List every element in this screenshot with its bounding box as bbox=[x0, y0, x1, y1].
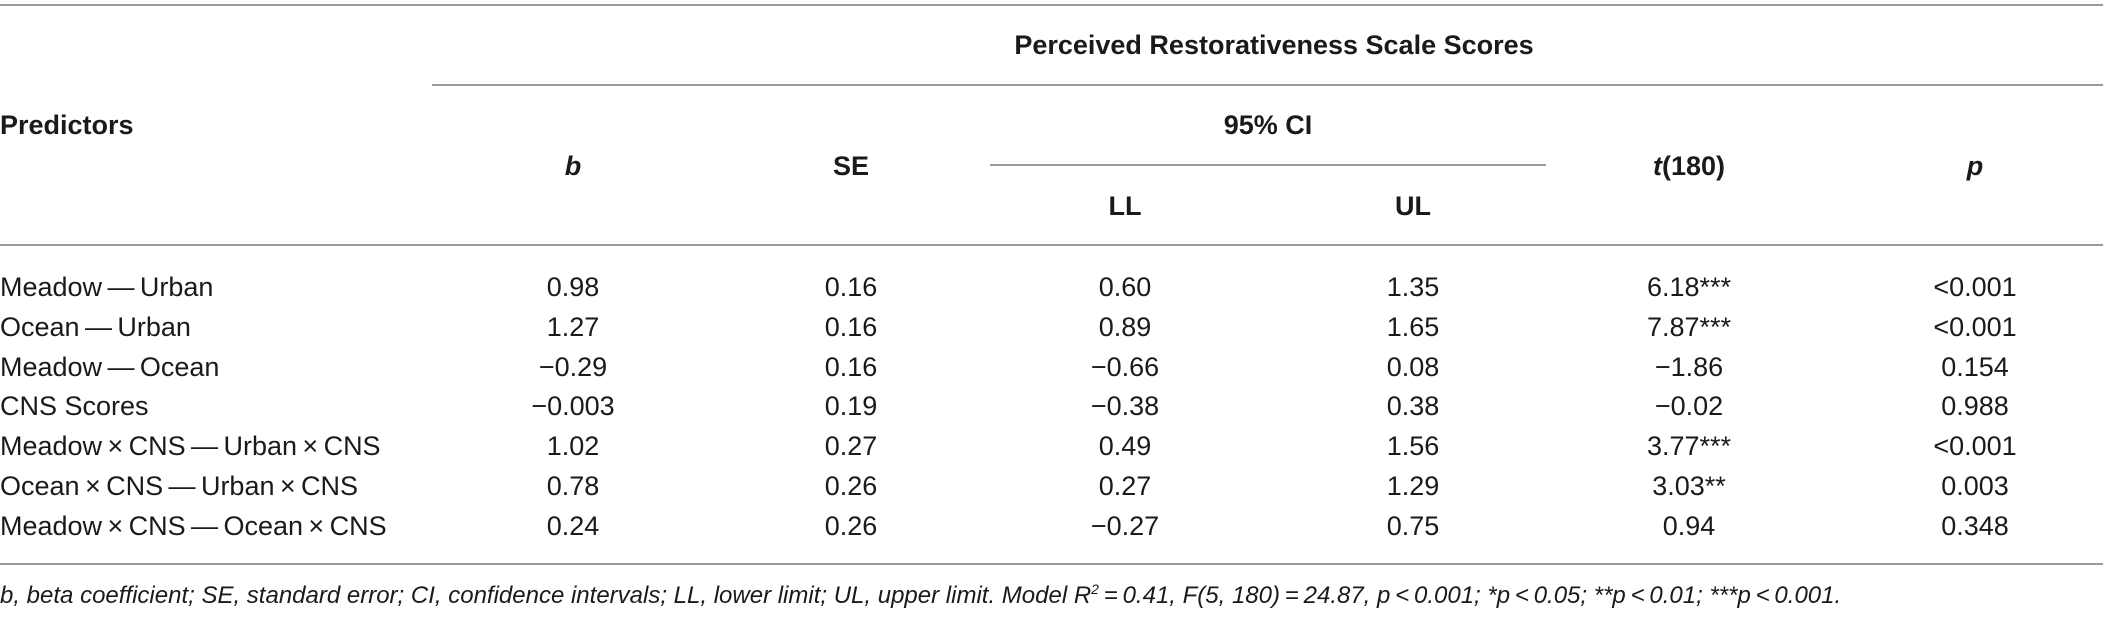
t-cell: 6.18*** bbox=[1646, 272, 1732, 302]
predictor-cell: Meadow × CNS — Ocean × CNS bbox=[0, 511, 387, 541]
ul-cell: 0.08 bbox=[1386, 352, 1440, 382]
footnote-superscript: 2 bbox=[1091, 581, 1099, 597]
ll-cell: −0.66 bbox=[1090, 352, 1160, 382]
p-cell: <0.001 bbox=[1933, 431, 2017, 461]
p-cell: <0.001 bbox=[1933, 312, 2017, 342]
b-cell: 1.02 bbox=[546, 431, 600, 461]
predictor-cell: Meadow — Ocean bbox=[0, 352, 220, 382]
col-header-p: p bbox=[1966, 151, 1984, 181]
t-cell: 7.87*** bbox=[1646, 312, 1732, 342]
se-cell: 0.27 bbox=[824, 431, 878, 461]
predictor-cell: Meadow × CNS — Urban × CNS bbox=[0, 431, 381, 461]
b-cell: 0.78 bbox=[546, 471, 600, 501]
table-bottom-rule bbox=[0, 563, 2103, 565]
ci-header-rule bbox=[990, 164, 1546, 166]
se-cell: 0.16 bbox=[824, 312, 878, 342]
predictors-header: Predictors bbox=[0, 110, 134, 140]
b-cell: −0.003 bbox=[531, 391, 615, 421]
ul-cell: 0.38 bbox=[1386, 391, 1440, 421]
col-header-t: t(180) bbox=[1653, 151, 1725, 182]
col-header-t-italic: t bbox=[1652, 151, 1662, 181]
col-header-ul: UL bbox=[1395, 191, 1431, 221]
p-cell: 0.988 bbox=[1941, 391, 2009, 421]
t-cell: 3.03** bbox=[1652, 471, 1726, 501]
col-header-b: b bbox=[564, 151, 582, 181]
col-header-ci: 95% CI bbox=[1223, 110, 1313, 140]
ul-cell: 1.56 bbox=[1386, 431, 1440, 461]
predictor-cell: Ocean — Urban bbox=[0, 312, 191, 342]
p-cell: <0.001 bbox=[1933, 272, 2017, 302]
se-cell: 0.16 bbox=[824, 352, 878, 382]
col-header-se: SE bbox=[832, 151, 870, 181]
se-cell: 0.26 bbox=[824, 511, 878, 541]
t-cell: −1.86 bbox=[1654, 352, 1724, 382]
group-header: Perceived Restorativeness Scale Scores bbox=[1014, 30, 1534, 60]
ll-cell: 0.27 bbox=[1098, 471, 1152, 501]
footnote-text-1: b, beta coefficient; SE, standard error;… bbox=[0, 582, 1092, 609]
ll-cell: −0.27 bbox=[1090, 511, 1160, 541]
table-footnote: b, beta coefficient; SE, standard error;… bbox=[0, 581, 1841, 610]
header-bottom-rule bbox=[0, 244, 2103, 246]
b-cell: −0.29 bbox=[538, 352, 608, 382]
p-cell: 0.154 bbox=[1941, 352, 2009, 382]
b-cell: 1.27 bbox=[546, 312, 600, 342]
b-cell: 0.24 bbox=[546, 511, 600, 541]
p-cell: 0.348 bbox=[1941, 511, 2009, 541]
se-cell: 0.26 bbox=[824, 471, 878, 501]
ul-cell: 1.35 bbox=[1386, 272, 1440, 302]
col-header-t-df: (180) bbox=[1661, 151, 1726, 181]
col-header-ll: LL bbox=[1108, 191, 1142, 221]
se-cell: 0.16 bbox=[824, 272, 878, 302]
ll-cell: −0.38 bbox=[1090, 391, 1160, 421]
b-cell: 0.98 bbox=[546, 272, 600, 302]
ll-cell: 0.49 bbox=[1098, 431, 1152, 461]
t-cell: −0.02 bbox=[1654, 391, 1724, 421]
predictor-cell: Meadow — Urban bbox=[0, 272, 214, 302]
ul-cell: 1.29 bbox=[1386, 471, 1440, 501]
se-cell: 0.19 bbox=[824, 391, 878, 421]
predictor-cell: CNS Scores bbox=[0, 391, 149, 421]
p-cell: 0.003 bbox=[1941, 471, 2009, 501]
ll-cell: 0.89 bbox=[1098, 312, 1152, 342]
predictor-cell: Ocean × CNS — Urban × CNS bbox=[0, 471, 359, 501]
table-top-rule bbox=[0, 4, 2103, 6]
t-cell: 3.77*** bbox=[1646, 431, 1732, 461]
ul-cell: 0.75 bbox=[1386, 511, 1440, 541]
ll-cell: 0.60 bbox=[1098, 272, 1152, 302]
t-cell: 0.94 bbox=[1662, 511, 1716, 541]
footnote-text-2: = 0.41, F(5, 180) = 24.87, p < 0.001; *p… bbox=[1098, 582, 1842, 609]
group-header-rule bbox=[432, 84, 2103, 86]
ul-cell: 1.65 bbox=[1386, 312, 1440, 342]
